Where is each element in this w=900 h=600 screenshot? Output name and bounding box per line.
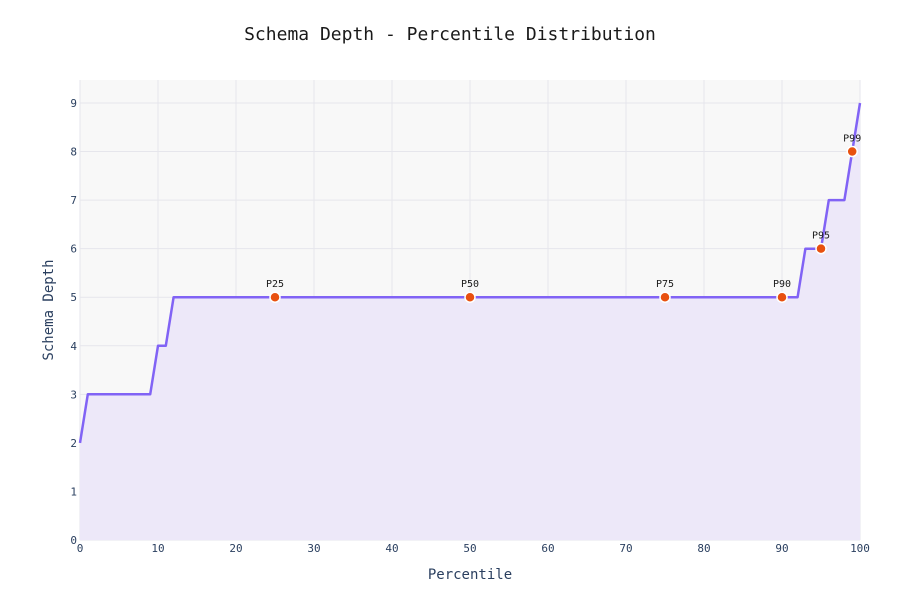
x-tick-label: 50 [463, 542, 476, 555]
percentile-marker-label: P75 [656, 279, 674, 290]
x-tick-label: 30 [307, 542, 320, 555]
y-tick-label: 8 [70, 146, 77, 159]
x-tick-label: 100 [850, 542, 870, 555]
x-tick-label: 40 [385, 542, 398, 555]
percentile-marker [659, 291, 671, 303]
y-tick-label: 0 [70, 534, 77, 547]
y-tick-label: 3 [70, 388, 77, 401]
x-tick-label: 90 [775, 542, 788, 555]
chart-title: Schema Depth - Percentile Distribution [244, 24, 656, 45]
y-tick-label: 2 [70, 437, 77, 450]
x-tick-label: 80 [697, 542, 710, 555]
x-tick-label: 10 [151, 542, 164, 555]
y-tick-label: 1 [70, 485, 77, 498]
percentile-markers: P25 P50 P75 P90 P95 P99 [266, 134, 861, 303]
x-axis-title: Percentile [428, 567, 512, 583]
percentile-marker [846, 145, 858, 158]
y-tick-label: 5 [70, 291, 77, 304]
y-axis-title: Schema Depth [41, 259, 57, 360]
y-tick-label: 6 [70, 243, 77, 256]
x-tick-label: 60 [541, 542, 554, 555]
axis-ticks: 0 10 20 30 40 50 60 70 80 90 100 0 1 2 3 4 5 6 7 8 9 [70, 97, 870, 555]
percentile-marker [464, 291, 476, 303]
y-tick-label: 7 [70, 194, 77, 207]
percentile-marker-label: P95 [812, 231, 830, 242]
percentile-marker-label: P25 [266, 279, 284, 290]
y-tick-label: 9 [70, 97, 77, 110]
percentile-marker-label: P99 [843, 134, 861, 145]
x-tick-label: 70 [619, 542, 632, 555]
x-tick-label: 0 [77, 542, 84, 555]
percentile-marker [815, 242, 827, 255]
percentile-marker [269, 291, 281, 303]
percentile-marker [776, 291, 788, 303]
x-tick-label: 20 [229, 542, 242, 555]
series-area-fill [80, 103, 860, 540]
percentile-marker-label: P90 [773, 279, 791, 290]
y-tick-label: 4 [70, 340, 77, 353]
percentile-marker-label: P50 [461, 279, 479, 290]
